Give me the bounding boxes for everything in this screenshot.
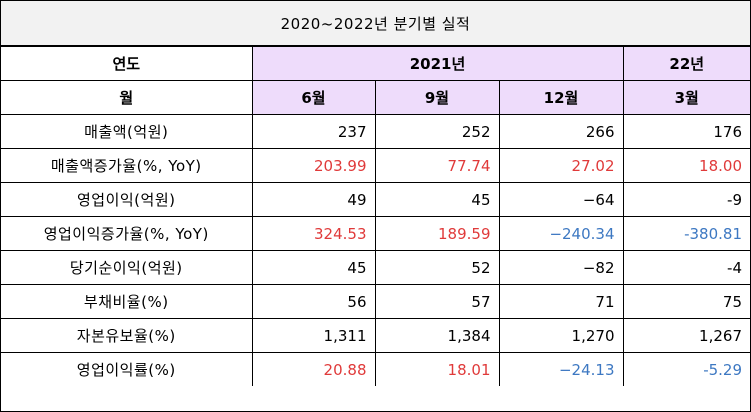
value-cell: −64 (498, 182, 624, 217)
value-cell: 75 (622, 284, 750, 319)
value-cell: −82 (498, 250, 624, 285)
year-label: 연도 (1, 46, 253, 81)
value-cell: 18.00 (622, 148, 750, 183)
value-cell: -5.29 (622, 352, 750, 386)
row-label: 부채비율(%) (1, 284, 253, 319)
table-row: 영업이익증가율(%, YoY) 324.53 189.59 −240.34 -380.8… (1, 216, 750, 251)
table-row: 영업이익률(%) 20.88 18.01 −24.13 -5.29 (1, 352, 750, 386)
value-cell: 1,270 (498, 318, 624, 353)
row-label: 매출액(억원) (1, 114, 253, 149)
value-cell: 71 (498, 284, 624, 319)
value-cell: 1,311 (251, 318, 376, 353)
row-label: 영업이익률(%) (1, 352, 253, 386)
value-cell: 203.99 (251, 148, 376, 183)
value-cell: 18.01 (374, 352, 500, 386)
value-cell: 1,267 (622, 318, 750, 353)
value-cell: 324.53 (251, 216, 376, 251)
month-header-row: 월 6월 9월 12월 3월 (1, 80, 750, 115)
value-cell: 176 (622, 114, 750, 149)
month-header-4: 3월 (622, 80, 750, 115)
value-cell: 45 (374, 182, 500, 217)
row-label: 영업이익(억원) (1, 182, 253, 217)
value-cell: 237 (251, 114, 376, 149)
row-label: 매출액증가율(%, YoY) (1, 148, 253, 183)
value-cell: 266 (498, 114, 624, 149)
value-cell: 1,384 (374, 318, 500, 353)
row-label: 자본유보율(%) (1, 318, 253, 353)
month-label: 월 (1, 80, 253, 115)
value-cell: -9 (622, 182, 750, 217)
table-row: 매출액(억원) 237 252 266 176 (1, 114, 750, 149)
row-label: 당기순이익(억원) (1, 250, 253, 285)
row-label: 영업이익증가율(%, YoY) (1, 216, 253, 251)
value-cell: 49 (251, 182, 376, 217)
table-row: 부채비율(%) 56 57 71 75 (1, 284, 750, 319)
value-cell: 57 (374, 284, 500, 319)
quarterly-results-table: 연도 2021년 22년 월 6월 9월 12월 3월 매출액(억원) 237 25… (1, 46, 750, 386)
value-cell: 27.02 (498, 148, 624, 183)
year-22-header: 22년 (622, 46, 750, 81)
value-cell: 52 (374, 250, 500, 285)
value-cell: -380.81 (622, 216, 750, 251)
value-cell: −240.34 (498, 216, 624, 251)
value-cell: 56 (251, 284, 376, 319)
value-cell: 189.59 (374, 216, 500, 251)
value-cell: 20.88 (251, 352, 376, 386)
table-row: 매출액증가율(%, YoY) 203.99 77.74 27.02 18.00 (1, 148, 750, 183)
table-row: 자본유보율(%) 1,311 1,384 1,270 1,267 (1, 318, 750, 353)
value-cell: 45 (251, 250, 376, 285)
value-cell: 77.74 (374, 148, 500, 183)
month-header-2: 9월 (374, 80, 500, 115)
month-header-3: 12월 (498, 80, 624, 115)
month-header-1: 6월 (251, 80, 376, 115)
year-2021-header: 2021년 (251, 46, 624, 81)
table-title: 2020~2022년 분기별 실적 (1, 1, 750, 46)
value-cell: −24.13 (498, 352, 624, 386)
table-row: 영업이익(억원) 49 45 −64 -9 (1, 182, 750, 217)
year-header-row: 연도 2021년 22년 (1, 46, 750, 81)
value-cell: 252 (374, 114, 500, 149)
value-cell: -4 (622, 250, 750, 285)
table-row: 당기순이익(억원) 45 52 −82 -4 (1, 250, 750, 285)
